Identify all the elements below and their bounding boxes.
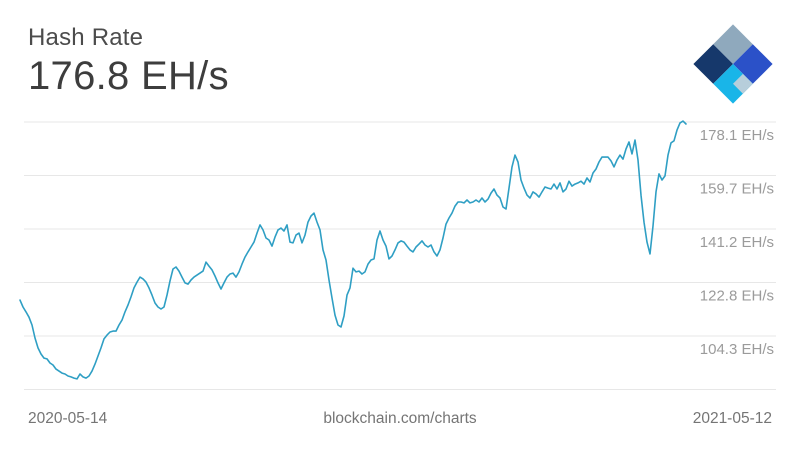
current-hash-rate-value: 176.8 EH/s — [28, 53, 229, 98]
watermark-blockchain-charts: blockchain.com/charts — [323, 410, 477, 427]
logo-top-square — [713, 24, 753, 64]
x-axis-start-date: 2020-05-14 — [28, 410, 108, 427]
y-axis-tick-label: 141.2 EH/s — [700, 234, 774, 251]
y-axis-tick-label: 122.8 EH/s — [700, 287, 774, 304]
y-axis-labels: 178.1 EH/s 159.7 EH/s 141.2 EH/s 122.8 EH/s… — [700, 127, 774, 358]
y-axis-tick-label: 159.7 EH/s — [700, 180, 774, 197]
chart-title: Hash Rate — [28, 24, 144, 51]
gridlines — [24, 121, 776, 390]
y-axis-tick-label: 104.3 EH/s — [700, 341, 774, 358]
blockchain-com-logo-icon — [693, 24, 773, 104]
x-axis-end-date: 2021-05-12 — [693, 410, 772, 427]
hash-rate-line — [19, 120, 687, 380]
chart-header: Hash Rate 176.8 EH/s — [28, 24, 229, 99]
y-axis-tick-label: 178.1 EH/s — [700, 127, 774, 144]
